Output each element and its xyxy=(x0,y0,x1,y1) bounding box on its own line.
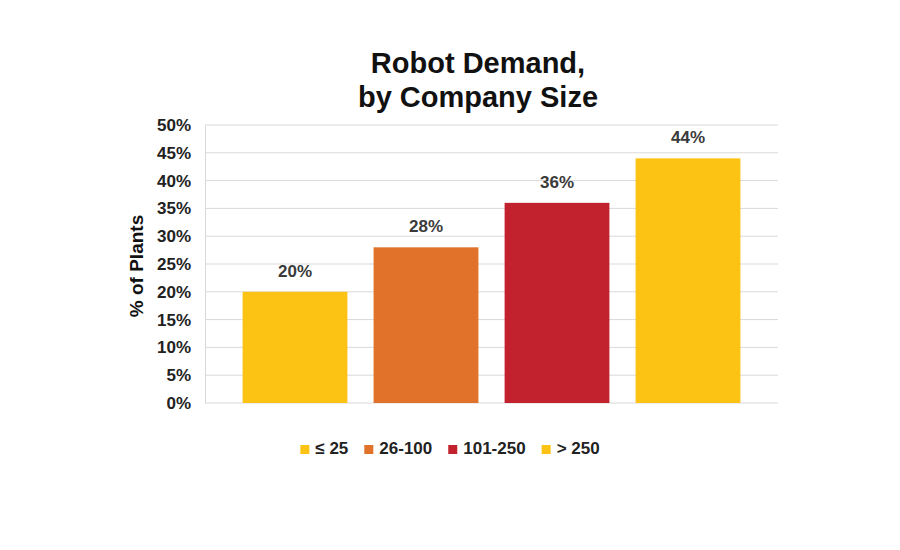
grid-line xyxy=(205,125,778,126)
y-tick-label: 35% xyxy=(157,199,191,218)
legend-swatch xyxy=(364,445,373,454)
data-label: 20% xyxy=(278,262,312,281)
bar xyxy=(505,203,610,403)
chart-title-line: by Company Size xyxy=(358,81,598,113)
legend-item: 26-100 xyxy=(364,439,432,458)
legend-label: 26-100 xyxy=(379,439,432,458)
y-axis-title: % of Plants xyxy=(126,215,147,317)
y-tick: 5% xyxy=(166,366,205,385)
y-tick: 35% xyxy=(157,199,205,218)
y-tick: 40% xyxy=(157,172,205,191)
y-tick-label: 0% xyxy=(166,394,191,413)
y-tick: 25% xyxy=(157,255,205,274)
y-tick-label: 15% xyxy=(157,311,191,330)
y-tick: 20% xyxy=(157,283,205,302)
legend-swatch xyxy=(542,445,551,454)
y-tick: 10% xyxy=(157,338,205,357)
y-axis-line xyxy=(205,126,206,404)
legend-label: > 250 xyxy=(557,439,600,458)
y-tick: 0% xyxy=(166,394,205,413)
chart-svg: Robot Demand,by Company Size 0% 5% 10% 15% 20… xyxy=(0,0,900,550)
y-tick-label: 30% xyxy=(157,227,191,246)
data-label: 28% xyxy=(409,217,443,236)
grid xyxy=(205,125,778,403)
background xyxy=(0,0,900,550)
chart-container: Robot Demand,by Company Size 0% 5% 10% 15% 20… xyxy=(0,0,900,550)
y-tick-label: 5% xyxy=(166,366,191,385)
y-tick-label: 25% xyxy=(157,255,191,274)
legend-item: 101-250 xyxy=(448,439,525,458)
legend-item: > 250 xyxy=(542,439,600,458)
bar xyxy=(636,158,741,403)
data-label: 36% xyxy=(540,173,574,192)
legend-swatch xyxy=(300,445,309,454)
bar xyxy=(243,292,348,403)
legend-label: ≤ 25 xyxy=(315,439,348,458)
y-tick-label: 40% xyxy=(157,172,191,191)
y-tick-label: 20% xyxy=(157,283,191,302)
y-axis: 0% 5% 10% 15% 20% 25% 30% 35% 40% 45% 50% xyxy=(157,116,206,413)
bars xyxy=(243,158,741,403)
grid-line xyxy=(205,152,778,153)
y-tick: 45% xyxy=(157,144,205,163)
y-tick: 15% xyxy=(157,311,205,330)
chart-title: Robot Demand,by Company Size xyxy=(358,47,598,113)
data-labels: 20% 28% 36% 44% xyxy=(278,128,705,280)
bar xyxy=(374,247,479,403)
y-tick: 30% xyxy=(157,227,205,246)
legend: ≤ 25 26-100 101-250 > 250 xyxy=(300,439,599,458)
y-tick: 50% xyxy=(157,116,205,135)
legend-label: 101-250 xyxy=(463,439,525,458)
data-label: 44% xyxy=(671,128,705,147)
y-tick-label: 10% xyxy=(157,338,191,357)
legend-item: ≤ 25 xyxy=(300,439,348,458)
legend-swatch xyxy=(448,445,457,454)
y-tick-label: 50% xyxy=(157,116,191,135)
y-tick-label: 45% xyxy=(157,144,191,163)
chart-title-line: Robot Demand, xyxy=(371,47,585,79)
